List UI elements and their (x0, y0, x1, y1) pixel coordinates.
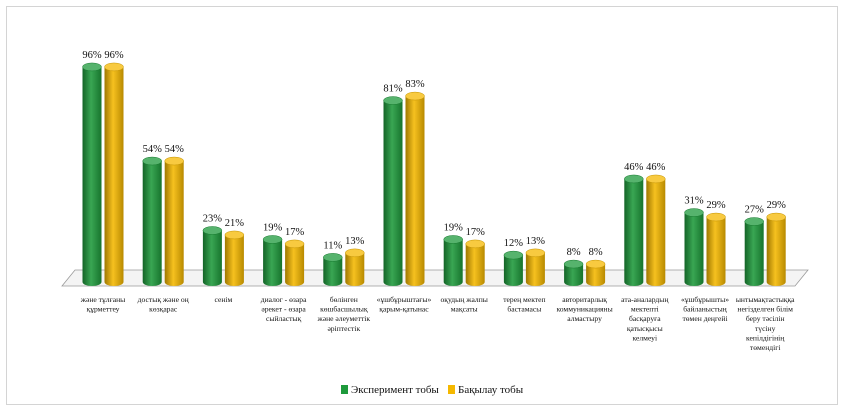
bar-experiment-12 (744, 217, 764, 286)
value-label-control-2: 54% (165, 144, 185, 155)
value-label-experiment-9: 8% (567, 247, 581, 258)
value-label-experiment-2: 54% (143, 144, 163, 155)
bar-experiment-5 (323, 253, 343, 286)
bar-control-6 (405, 91, 425, 286)
legend-item-experiment: Эксперимент тобы (341, 384, 439, 396)
bar-control-5 (345, 248, 365, 286)
value-label-control-9: 8% (589, 247, 603, 258)
value-label-experiment-11: 31% (684, 196, 704, 207)
bar-experiment-10 (624, 174, 644, 286)
value-label-control-3: 21% (225, 218, 245, 229)
value-label-control-6: 83% (405, 79, 425, 90)
floor-plane (61, 269, 809, 287)
value-label-experiment-7: 19% (444, 222, 464, 233)
category-label-6: «ұшбұрыштағы» қарым-қатынас (377, 295, 432, 314)
category-label-4: диалог - өзара әрекет - өзара сыйластық (261, 295, 307, 323)
value-label-experiment-4: 19% (263, 222, 283, 233)
value-label-experiment-12: 27% (745, 205, 765, 216)
bar-control-12 (766, 212, 786, 286)
bar-experiment-9 (563, 259, 584, 286)
category-labels: және тұлғаны құрметтеу достық және оң көзқа… (80, 295, 795, 352)
value-label-control-7: 17% (466, 227, 486, 238)
legend-label: Бақылау тобы (458, 384, 524, 396)
legend-swatch (341, 385, 348, 394)
value-label-control-11: 29% (706, 200, 726, 211)
bar-experiment-7 (443, 235, 463, 286)
legend-swatch (448, 385, 455, 394)
bar-control-11 (706, 212, 726, 286)
value-label-control-10: 46% (646, 162, 666, 173)
value-label-experiment-8: 12% (504, 238, 524, 249)
bar-experiment-2 (142, 156, 162, 286)
value-label-control-1: 96% (104, 50, 124, 61)
category-label-8: терең мектеп бастамасы (503, 295, 545, 314)
value-label-control-12: 29% (767, 200, 787, 211)
category-label-2: достық және оң көзқарас (138, 295, 189, 314)
bar-experiment-1 (82, 62, 102, 287)
bar-control-10 (646, 174, 666, 286)
legend-label: Эксперимент тобы (351, 384, 439, 396)
category-label-9: авторитарлық коммуникацияны алмастыру (556, 295, 612, 323)
bar-control-7 (465, 239, 485, 286)
value-label-experiment-6: 81% (383, 84, 403, 95)
category-label-12: ынтымақтастыққа негізделген білім беру тәс… (736, 295, 795, 352)
legend-item-control: Бақылау тобы (448, 384, 524, 396)
category-label-3: сенім (214, 295, 232, 304)
legend: Эксперимент тобы Бақылау тобы (341, 384, 524, 396)
category-label-11: «ұшбұрышты» байланыстың төмен деңгейі (681, 295, 729, 323)
chart-floor (61, 269, 809, 287)
category-label-1: және тұлғаны құрметтеу (80, 295, 126, 314)
bar-control-9 (585, 259, 606, 286)
bar-control-4 (284, 239, 305, 286)
value-labels: 96% 96%54% 54%23% 21% 19% 17%11% 13%81% 83%19% 1… (82, 50, 786, 258)
bar-experiment-4 (262, 235, 283, 286)
bar-control-2 (164, 156, 184, 286)
bar-control-3 (224, 230, 245, 286)
category-label-7: оқудың жалпы мақсаты (441, 295, 488, 314)
bar-experiment-3 (202, 226, 223, 286)
bar-control-1 (104, 62, 124, 287)
value-label-control-5: 13% (345, 236, 365, 247)
value-label-control-8: 13% (526, 236, 546, 247)
bar-control-8 (525, 248, 546, 286)
category-label-5: бөлінген көшбасшылық және әлеуметтік әріпте… (316, 295, 370, 333)
value-label-experiment-3: 23% (203, 213, 223, 224)
bar-experiment-11 (684, 208, 704, 286)
bars (82, 62, 786, 287)
value-label-experiment-1: 96% (82, 50, 102, 61)
value-label-experiment-5: 11% (323, 240, 342, 251)
bar-experiment-8 (503, 250, 524, 287)
bar-experiment-6 (383, 96, 403, 286)
value-label-control-4: 17% (285, 227, 305, 238)
category-label-10: ата-аналардың мектепті басқаруға қатысқысы к… (621, 295, 668, 342)
value-label-experiment-10: 46% (624, 162, 644, 173)
